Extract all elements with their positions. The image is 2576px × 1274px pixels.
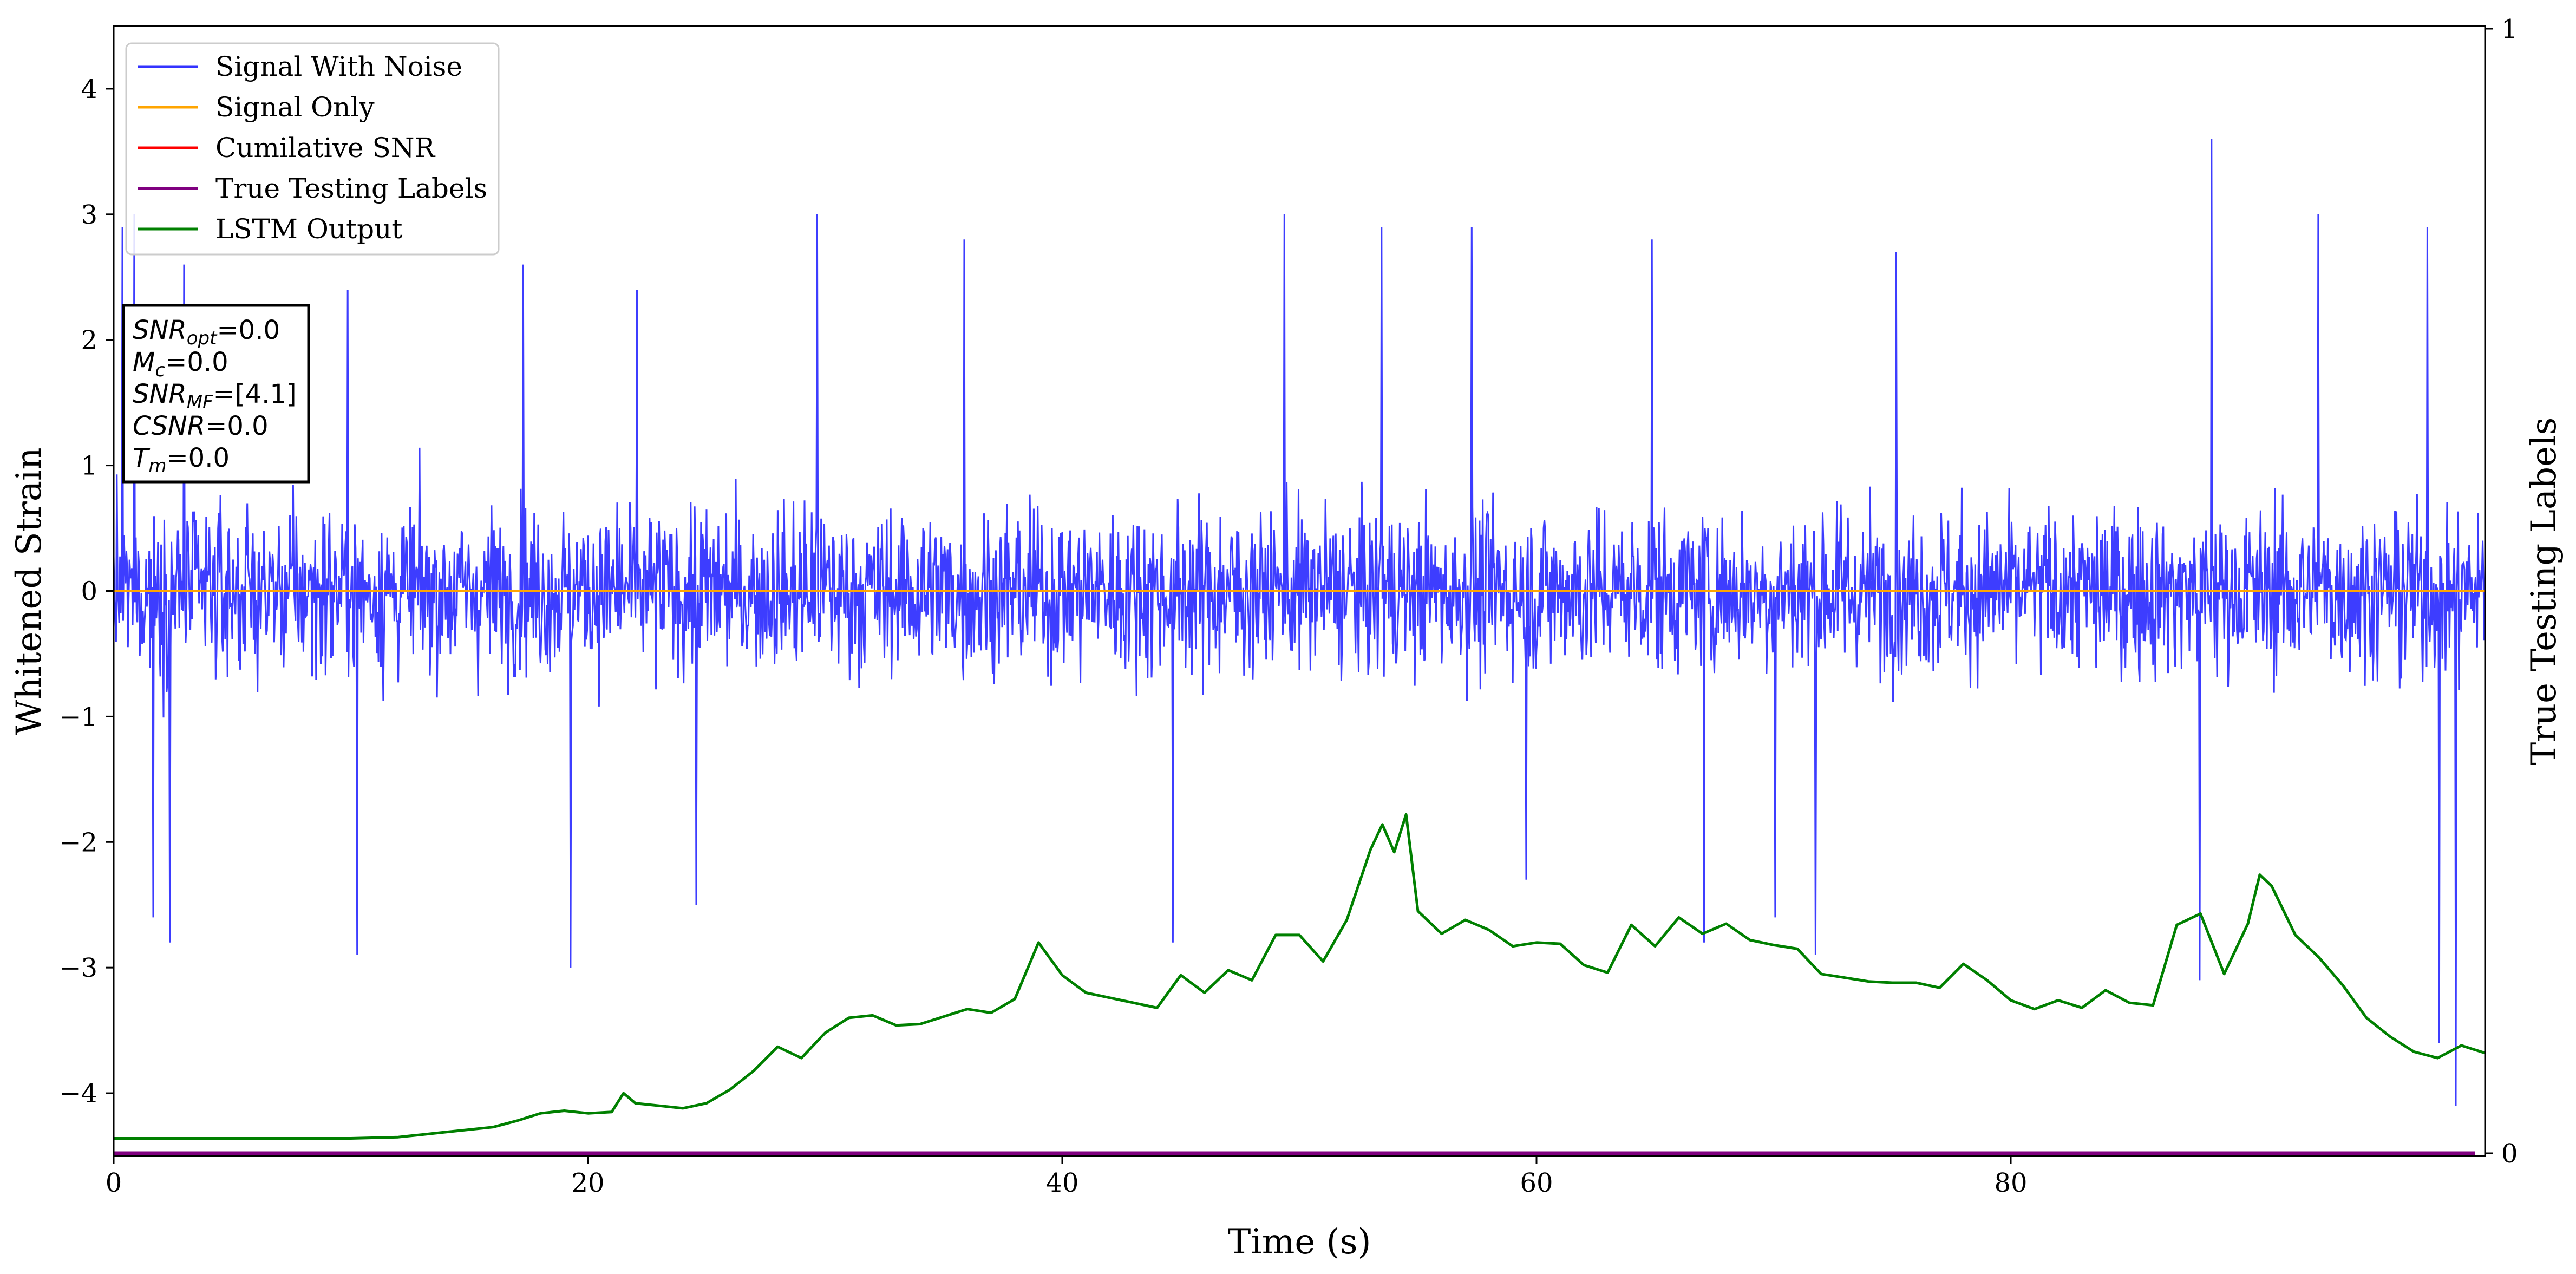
snr-annotation-box: SNRopt=0.0 Mc=0.0 SNRMF=[4.1] CSNR=0.0 T…: [122, 304, 310, 484]
axes-layer: 0 20 40 60 80 4 3 2 1 0 −1 −2 −3 −4 1 0: [59, 14, 2518, 1198]
x-tick-label-60: 60: [1520, 1168, 1553, 1198]
legend-label-cumilative-snr: Cumilative SNR: [215, 132, 435, 164]
annotation-line-mc: Mc=0.0: [133, 347, 228, 381]
series-signal-with-noise: [114, 139, 2485, 1106]
series-lstm-output: [114, 813, 2485, 1140]
legend-box: [125, 42, 500, 256]
y-axis-title: Whitened Strain: [9, 447, 49, 735]
y-tick-label-neg1: −1: [59, 702, 97, 732]
x-axis-title: Time (s): [1228, 1222, 1371, 1262]
y-tick-label-neg2: −2: [59, 827, 97, 858]
series-layer: [114, 139, 2485, 1155]
legend-label-signal-only: Signal Only: [215, 92, 375, 123]
x-tick-label-80: 80: [1994, 1168, 2027, 1198]
legend-label-signal-with-noise: Signal With Noise: [215, 51, 462, 82]
y-tick-label-2: 2: [81, 325, 97, 356]
legend-label-lstm-output: LSTM Output: [215, 213, 402, 245]
y2-tick-label-1: 1: [2501, 14, 2518, 44]
legend-label-true-testing-labels: True Testing Labels: [215, 173, 487, 204]
legend: Signal With Noise Signal Only Cumilative…: [125, 42, 500, 256]
x-tick-label-0: 0: [106, 1168, 122, 1198]
y-tick-label-1: 1: [81, 451, 97, 481]
y2-axis-title: True Testing Labels: [2524, 417, 2564, 766]
annotation-line-snr-mf: SNRMF=[4.1]: [133, 379, 297, 413]
annotation-line-snr-opt: SNRopt=0.0: [133, 315, 280, 349]
y-tick-label-neg4: −4: [59, 1079, 97, 1109]
annotation-frame: [122, 304, 310, 484]
y-tick-label-3: 3: [81, 200, 97, 230]
annotation-line-csnr: CSNR=0.0: [133, 411, 269, 441]
y-tick-label-neg3: −3: [59, 953, 97, 983]
annotation-line-tm: Tm=0.0: [133, 443, 230, 477]
x-tick-label-40: 40: [1045, 1168, 1078, 1198]
y-tick-label-0: 0: [81, 577, 97, 607]
y2-tick-label-0: 0: [2501, 1139, 2518, 1169]
x-tick-label-20: 20: [571, 1168, 604, 1198]
y-tick-label-4: 4: [81, 74, 97, 104]
